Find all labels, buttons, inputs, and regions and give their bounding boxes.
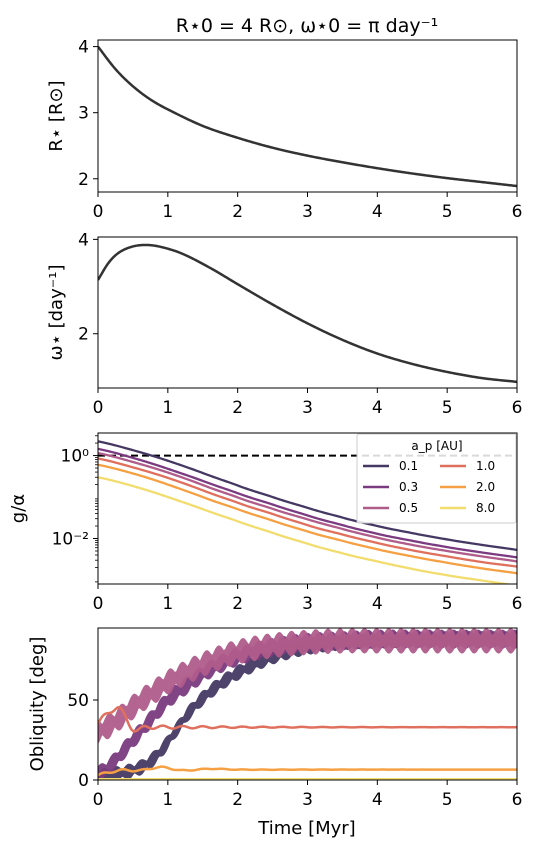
plot-area	[98, 440, 517, 584]
x-tick-label: 1	[162, 398, 173, 418]
x-tick-label: 4	[372, 790, 383, 810]
y-tick-label: 2	[78, 170, 89, 190]
series-0.5-band	[98, 628, 517, 745]
figure-title: R⋆0 = 4 R⊙, ω⋆0 = π day⁻¹	[176, 15, 438, 37]
x-tick-label: 5	[442, 594, 453, 614]
series-main-line	[98, 243, 517, 384]
series-main-line	[98, 45, 517, 188]
y-tick-label: 4	[78, 38, 89, 58]
x-ticks: 0 1 2 3 4 5 6	[93, 780, 523, 810]
plot-area	[98, 628, 517, 780]
x-tick-label: 4	[372, 202, 383, 222]
x-tick-label: 6	[512, 594, 523, 614]
y-ticks: 24	[78, 230, 98, 345]
radius-panel: 0 1 2 3 4 5 6 2 3 4 R⋆ [R⊙]	[46, 38, 522, 222]
x-tick-label: 2	[232, 202, 243, 222]
axes-frame	[97, 39, 518, 193]
x-ticks: 0 1 2 3 4 5 6	[93, 192, 523, 222]
x-tick-label: 1	[162, 594, 173, 614]
series-1.0-line	[98, 705, 517, 733]
x-tick-label: 3	[302, 594, 313, 614]
x-tick-label: 6	[512, 790, 523, 810]
y-ticks: 2 3 4	[78, 38, 98, 190]
series-0.1-band	[98, 631, 517, 780]
legend-title: a_p [AU]	[411, 439, 462, 453]
y-axis-label: R⋆ [R⊙]	[46, 80, 67, 151]
plot-area	[98, 45, 517, 188]
legend-entry: 2.0	[476, 480, 495, 494]
plot-area	[98, 243, 517, 384]
x-tick-label: 4	[372, 398, 383, 418]
y-tick-label: 3	[78, 104, 89, 124]
y-axis-label: Obliquity [deg]	[27, 637, 48, 772]
x-ticks: 0 1 2 3 4 5 6	[93, 584, 523, 614]
y-axis-label: g/α	[8, 494, 29, 523]
series-0.3-line	[98, 447, 517, 559]
y-tick-label: 10⁰	[61, 447, 90, 467]
x-tick-label: 0	[93, 398, 104, 418]
x-tick-label: 6	[512, 398, 523, 418]
x-ticks: 0 1 2 3 4 5 6	[93, 388, 523, 418]
y-ticks: 10⁰ 10⁻²	[52, 435, 98, 583]
y-tick-label: 10⁻²	[52, 530, 89, 550]
y-axis-label: ω⋆ [day⁻¹]	[46, 265, 67, 361]
axes-frame	[97, 236, 518, 389]
y-tick-label: 4	[78, 230, 89, 250]
series-1.0-line	[98, 457, 517, 568]
y-tick-label: 0	[78, 771, 89, 791]
x-tick-label: 0	[93, 790, 104, 810]
legend-entry: 0.5	[399, 501, 418, 515]
x-tick-label: 0	[93, 202, 104, 222]
obliquity-panel: 0 1 2 3 4 5 6 0 50 Obliquity [deg]	[27, 627, 523, 810]
legend-entry: 8.0	[476, 501, 495, 515]
legend: a_p [AU] 0.1 0.3 0.5 1.0 2.0 8.0	[356, 433, 517, 524]
x-tick-label: 2	[232, 594, 243, 614]
y-ticks: 0 50	[67, 691, 98, 791]
x-tick-label: 1	[162, 790, 173, 810]
x-tick-label: 5	[442, 398, 453, 418]
x-tick-label: 4	[372, 594, 383, 614]
legend-entry: 1.0	[476, 459, 495, 473]
x-axis-label: Time [Myr]	[257, 818, 355, 839]
x-tick-label: 5	[442, 790, 453, 810]
x-tick-label: 0	[93, 594, 104, 614]
legend-entry: 0.1	[399, 459, 418, 473]
x-tick-label: 6	[512, 202, 523, 222]
series-2.0-line	[98, 765, 517, 777]
series-2.0-line	[98, 463, 517, 575]
legend-box	[356, 433, 517, 524]
legend-entry: 0.3	[399, 480, 418, 494]
x-tick-label: 2	[232, 790, 243, 810]
x-tick-label: 5	[442, 202, 453, 222]
x-tick-label: 2	[232, 398, 243, 418]
x-tick-label: 3	[302, 202, 313, 222]
series-0.1-line	[98, 440, 517, 552]
x-tick-label: 3	[302, 790, 313, 810]
x-tick-label: 1	[162, 202, 173, 222]
y-tick-label: 2	[78, 325, 89, 345]
series-0.5-line	[98, 451, 517, 563]
x-tick-label: 3	[302, 398, 313, 418]
series-8.0-line	[98, 476, 513, 584]
y-tick-label: 50	[67, 691, 89, 711]
ratio-panel: 0 1 2 3 4 5 6 10⁰ 10⁻² g/α a_p [AU] 0.1 0.3 0.5 1.0 2.0…	[8, 432, 523, 614]
